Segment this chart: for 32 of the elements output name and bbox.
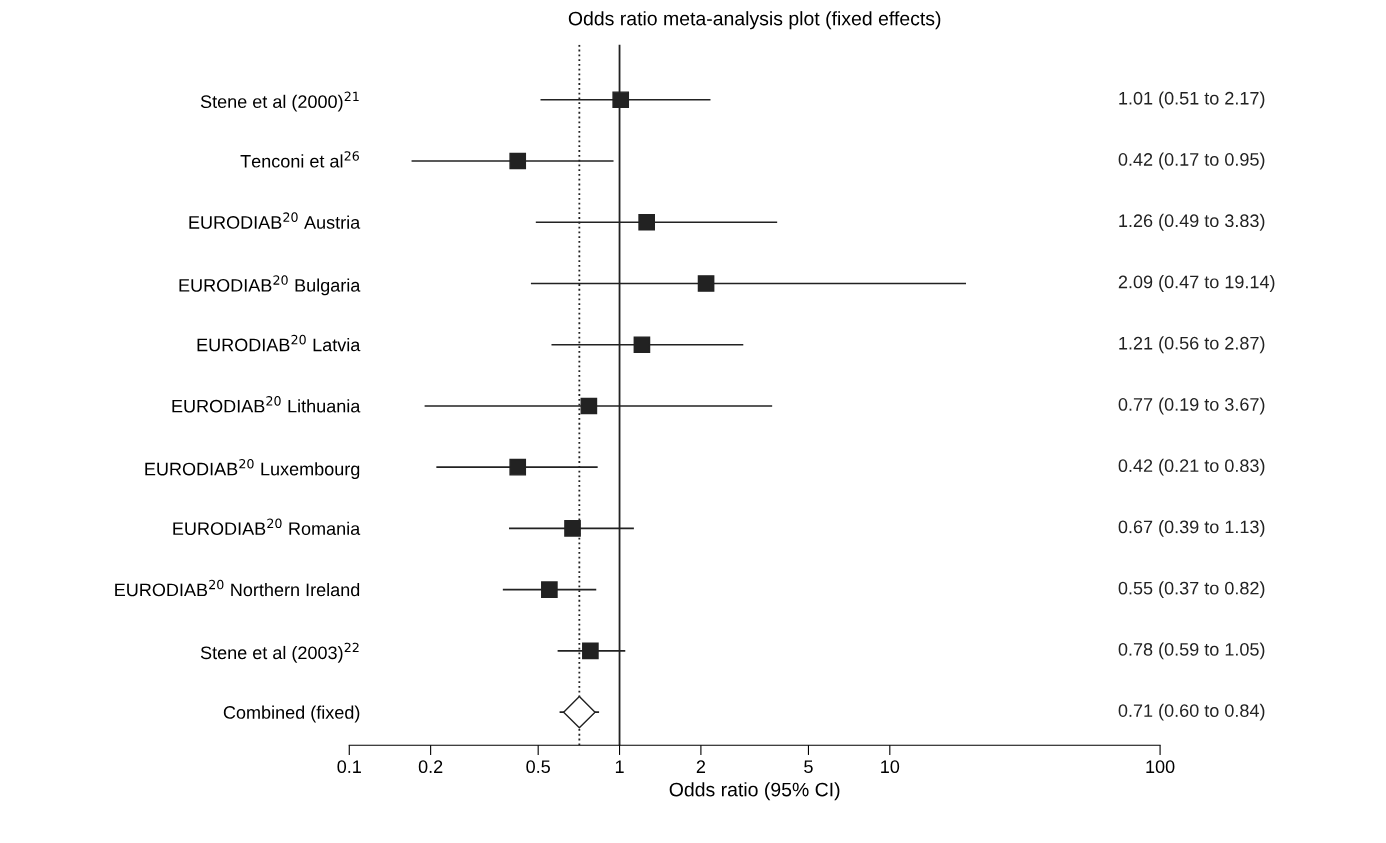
y-tick-label: EURODIAB$^{20}$ Northern Ireland — [115, 579, 360, 597]
text: 2.09 (0.47 to 19.14) — [1118, 275, 1275, 292]
y-tick-label: Stene et al (2000)$^{21}$ — [200, 91, 359, 112]
x-tick-label: 1 — [615, 760, 624, 773]
x-tick-label: 100 — [1146, 760, 1175, 774]
text: 0.77 (0.19 to 3.67) — [1118, 397, 1265, 415]
x-tick-label: 0.1 — [337, 760, 361, 774]
text: 1.01 (0.51 to 2.17) — [1119, 91, 1265, 109]
y-tick-label: EURODIAB$^{20}$ Latvia — [197, 334, 361, 352]
text: 0.67 (0.39 to 1.13) — [1118, 520, 1265, 537]
y-tick-label: EURODIAB$^{20}$ Lithuania — [172, 396, 361, 413]
text: 1.26 (0.49 to 3.83) — [1119, 213, 1265, 231]
text: 0.78 (0.59 to 1.05) — [1118, 642, 1265, 660]
x-tick-label: 0.2 — [418, 760, 443, 774]
y-tick-label: EURODIAB$^{20}$ Luxembourg — [145, 458, 360, 480]
y-tick-label: EURODIAB$^{20}$ Austria — [189, 212, 361, 229]
text: 0.42 (0.17 to 0.95) — [1118, 152, 1265, 170]
text: 1.21 (0.56 to 2.87) — [1119, 336, 1265, 354]
y-tick-label: EURODIAB$^{20}$ Bulgaria — [179, 275, 361, 296]
x-tick-label: 10 — [881, 760, 900, 774]
x-tick-label: 2 — [696, 760, 706, 773]
y-tick-label: Stene et al (2003)$^{22}$ — [200, 642, 359, 663]
text: 0.55 (0.37 to 0.82) — [1118, 581, 1265, 599]
text: 0.42 (0.21 to 0.83) — [1118, 458, 1265, 476]
x-tick-label: 5 — [804, 760, 813, 774]
y-tick-label: Tenconi et al$^{26}$ — [240, 151, 359, 168]
x-tick-label: 0.5 — [526, 760, 550, 774]
text: 0.71 (0.60 to 0.84) — [1118, 703, 1265, 721]
y-tick-label: Combined (fixed) — [223, 705, 360, 723]
x-axis-title: Odds ratio (95% CI) — [669, 782, 840, 801]
chart-title: Odds ratio meta-analysis plot (fixed effects) — [568, 11, 941, 30]
y-tick-label: EURODIAB$^{20}$ Romania — [173, 518, 361, 536]
